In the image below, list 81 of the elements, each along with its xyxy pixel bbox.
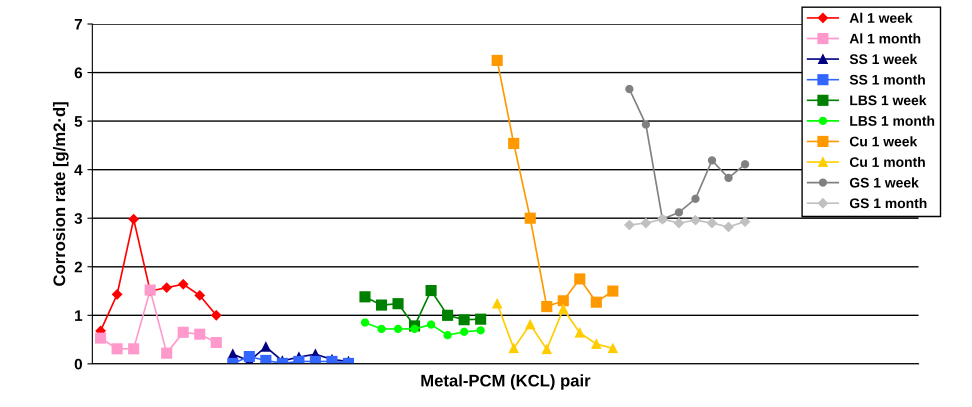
point bbox=[442, 310, 454, 321]
point bbox=[525, 320, 536, 330]
point bbox=[194, 328, 206, 340]
point bbox=[558, 295, 569, 306]
point bbox=[161, 348, 172, 359]
y-tick-label: 4 bbox=[74, 164, 83, 176]
point bbox=[541, 301, 552, 312]
point bbox=[492, 298, 502, 309]
point bbox=[508, 343, 519, 354]
point bbox=[690, 215, 701, 226]
point bbox=[724, 174, 733, 182]
point bbox=[706, 218, 718, 228]
legend-label: Al 1 month bbox=[850, 33, 920, 44]
point bbox=[162, 282, 172, 293]
legend-label: LBS 1 week bbox=[850, 95, 927, 106]
point bbox=[211, 310, 222, 320]
point bbox=[410, 324, 419, 334]
y-tick-label: 2 bbox=[74, 262, 82, 272]
legend-label: GS 1 week bbox=[850, 177, 919, 188]
point bbox=[443, 331, 452, 340]
legend-label: SS 1 month bbox=[850, 74, 925, 85]
point bbox=[392, 298, 404, 310]
point bbox=[210, 336, 222, 348]
y-tick-label: 5 bbox=[74, 116, 82, 127]
point bbox=[608, 343, 618, 354]
point bbox=[691, 194, 700, 203]
point bbox=[508, 138, 520, 149]
point bbox=[674, 218, 684, 228]
point bbox=[642, 120, 650, 129]
point bbox=[377, 324, 386, 334]
point bbox=[740, 160, 750, 168]
point bbox=[359, 291, 371, 302]
point bbox=[178, 279, 188, 290]
point bbox=[640, 218, 652, 228]
point bbox=[112, 343, 123, 354]
y-tick-label: 1 bbox=[75, 310, 82, 321]
point bbox=[475, 314, 486, 325]
legend-label: GS 1 month bbox=[850, 198, 926, 208]
point bbox=[260, 354, 272, 364]
point bbox=[426, 284, 437, 296]
y-axis-title: Corrosion rate [g/m2·d] bbox=[52, 102, 69, 286]
point bbox=[376, 300, 388, 311]
point bbox=[95, 332, 106, 344]
point bbox=[360, 318, 370, 327]
point bbox=[426, 320, 436, 329]
point bbox=[178, 326, 189, 338]
point bbox=[542, 344, 552, 354]
point bbox=[524, 212, 536, 224]
point bbox=[625, 84, 634, 94]
x-axis-title: Metal-PCM (KCL) pair bbox=[421, 374, 590, 390]
point bbox=[492, 54, 503, 66]
point bbox=[394, 324, 402, 334]
y-tick-label: 6 bbox=[74, 67, 82, 78]
y-tick-label: 7 bbox=[74, 19, 82, 30]
point bbox=[112, 289, 122, 300]
point bbox=[740, 216, 750, 227]
point bbox=[476, 326, 485, 335]
point bbox=[591, 339, 602, 349]
legend-label: Cu 1 week bbox=[850, 136, 918, 146]
point bbox=[558, 304, 568, 314]
legend-label: Al 1 week bbox=[850, 12, 913, 23]
point bbox=[574, 273, 586, 284]
point bbox=[723, 222, 734, 232]
legend-label: SS 1 week bbox=[850, 54, 918, 64]
point bbox=[624, 220, 634, 230]
point bbox=[260, 342, 271, 352]
legend-label: LBS 1 month bbox=[850, 116, 934, 126]
point bbox=[607, 285, 618, 297]
y-tick-label: 0 bbox=[74, 358, 82, 370]
point bbox=[458, 314, 470, 326]
point bbox=[128, 214, 139, 224]
point bbox=[460, 328, 468, 336]
point bbox=[244, 351, 255, 362]
point bbox=[194, 290, 205, 301]
point bbox=[590, 296, 602, 308]
y-tick-label: 3 bbox=[74, 213, 82, 224]
point bbox=[574, 328, 585, 338]
point bbox=[128, 343, 140, 354]
legend-label: Cu 1 month bbox=[850, 156, 925, 168]
point bbox=[708, 156, 716, 165]
point bbox=[674, 208, 684, 217]
